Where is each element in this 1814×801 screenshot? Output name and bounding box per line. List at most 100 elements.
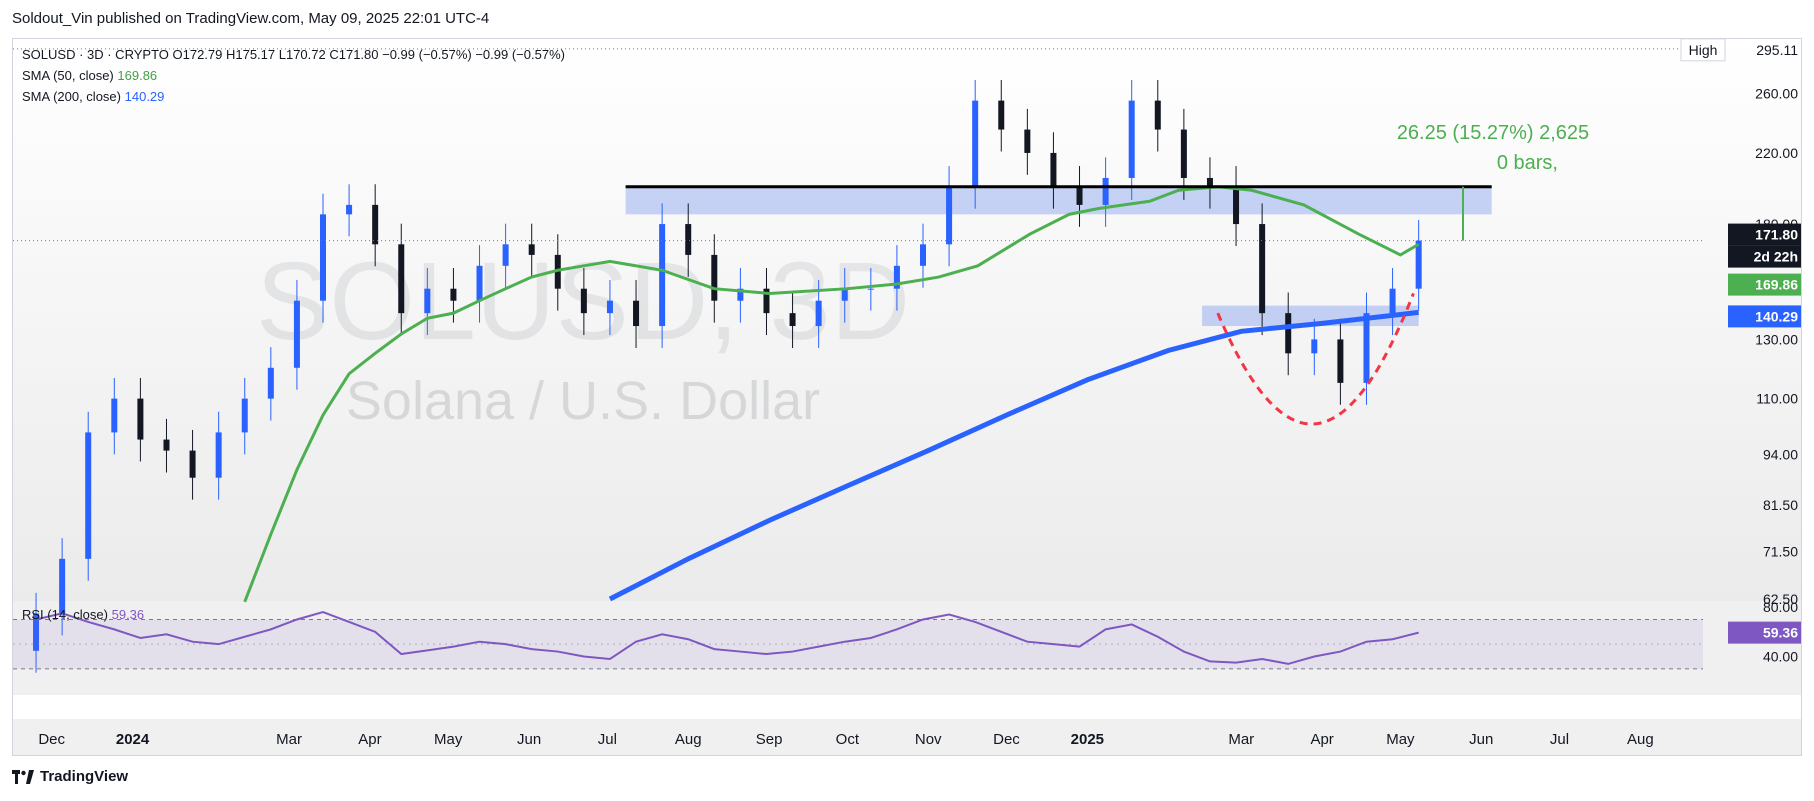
- candle-body: [1102, 177, 1109, 205]
- high-badge: [1680, 39, 1726, 62]
- candle-body: [1337, 339, 1344, 383]
- watermark-name: Solana / U.S. Dollar: [346, 371, 820, 431]
- time-tick: Mar: [276, 731, 302, 748]
- candle-body: [1233, 186, 1240, 225]
- candle-body: [972, 100, 979, 187]
- high-price-tick: 295.11: [1756, 42, 1798, 58]
- candle-body: [137, 398, 144, 440]
- candle-body: [189, 450, 196, 478]
- last-price-tag-bg: [1728, 223, 1801, 246]
- rsi-pane-background: [13, 601, 1801, 695]
- price-tick: 94.00: [1763, 446, 1798, 462]
- time-tick: Dec: [993, 731, 1020, 748]
- rsi-tick: 80.00: [1763, 599, 1798, 615]
- last-price-tag: 171.80: [1755, 227, 1798, 243]
- candle-body: [476, 265, 483, 301]
- candle-body: [920, 244, 926, 266]
- sma50-value: 169.86: [117, 68, 158, 83]
- rsi-tag-bg: [1728, 621, 1801, 644]
- time-axis-background: [13, 719, 1801, 755]
- sma50-tag: 169.86: [1755, 277, 1798, 293]
- candle-body: [163, 439, 170, 451]
- time-tick: Mar: [1228, 731, 1254, 748]
- price-tick: 62.50: [1763, 591, 1798, 607]
- candle-body: [1128, 100, 1135, 178]
- candle-body: [737, 288, 744, 301]
- candle-body: [85, 432, 92, 559]
- sma50-tag-bg: [1728, 273, 1801, 296]
- time-tick: May: [1386, 731, 1415, 748]
- candle-body: [815, 300, 822, 327]
- candle-body: [711, 254, 718, 301]
- candle-body: [528, 244, 535, 255]
- sma200-legend[interactable]: SMA (200, close) 140.29: [22, 86, 565, 107]
- candle-body: [1259, 224, 1266, 314]
- sma200-tag: 140.29: [1755, 308, 1798, 324]
- candle-body: [841, 288, 848, 301]
- candle-body: [59, 558, 66, 614]
- candle-body: [1415, 240, 1422, 289]
- chart-frame[interactable]: SOLUSD, 3D Solana / U.S. Dollar 26.25 (15.…: [12, 38, 1802, 756]
- countdown-tag: 2d 22h: [1754, 249, 1798, 265]
- candle-body: [398, 244, 405, 314]
- price-tick: 130.00: [1755, 331, 1798, 347]
- footer-brand[interactable]: TradingView: [12, 768, 128, 785]
- time-tick: Aug: [675, 731, 702, 748]
- cup-pattern-curve: [1216, 292, 1415, 426]
- candle-body: [633, 300, 640, 327]
- candle-body: [789, 313, 796, 327]
- candle-body: [424, 288, 431, 314]
- price-tick: 110.00: [1756, 391, 1798, 407]
- candle-body: [1180, 129, 1187, 178]
- time-tick: Apr: [1310, 731, 1333, 748]
- sma200-line: [608, 309, 1419, 602]
- time-tick: Jul: [1550, 731, 1569, 748]
- tradingview-logo-icon: [12, 769, 34, 784]
- candle-body: [1389, 288, 1396, 314]
- candle-body: [502, 244, 509, 266]
- candle-body: [1285, 313, 1292, 354]
- time-tick: 2025: [1071, 731, 1104, 748]
- rsi-label: RSI (14, close): [22, 607, 108, 622]
- candle-body: [893, 265, 900, 289]
- price-tick: 220.00: [1755, 145, 1798, 161]
- candle-body: [33, 613, 40, 651]
- publish-attribution: Soldout_Vin published on TradingView.com…: [12, 10, 490, 27]
- rsi-value: 59.36: [111, 607, 145, 622]
- candle-body: [1154, 100, 1161, 130]
- sma50-legend[interactable]: SMA (50, close) 169.86: [22, 65, 565, 86]
- sma200-tag-bg: [1728, 305, 1801, 328]
- candle-body: [293, 300, 300, 368]
- time-tick: Dec: [38, 731, 65, 748]
- ohlc-legend: SOLUSD · 3D · CRYPTO O172.79 H175.17 L17…: [22, 47, 565, 62]
- candle-body: [1311, 339, 1318, 354]
- candle-body: [372, 204, 379, 245]
- sma50-line: [243, 185, 1420, 603]
- price-pane-background: [13, 39, 1801, 599]
- sma200-value: 140.29: [124, 89, 165, 104]
- sma50-label: SMA (50, close): [22, 68, 114, 83]
- candle-body: [267, 367, 274, 399]
- high-label: High: [1689, 42, 1718, 58]
- price-tick: 260.00: [1755, 86, 1798, 102]
- rsi-band: [13, 619, 1703, 669]
- time-tick: Apr: [358, 731, 381, 748]
- time-tick: Jul: [598, 731, 617, 748]
- candle-body: [215, 432, 222, 478]
- candle-body: [580, 288, 587, 314]
- rsi-legend[interactable]: RSI (14, close) 59.36: [22, 607, 144, 622]
- candle-body: [1206, 177, 1213, 187]
- time-tick: Aug: [1627, 731, 1654, 748]
- candle-body: [867, 288, 874, 290]
- time-tick: Nov: [915, 731, 942, 748]
- time-tick: Jun: [517, 731, 541, 748]
- price-tick: 81.50: [1763, 497, 1798, 513]
- resistance-zone: [625, 186, 1492, 215]
- measure-bars-label: 0 bars,: [1497, 152, 1558, 174]
- time-tick: Jun: [1469, 731, 1493, 748]
- candle-body: [998, 100, 1005, 130]
- candle-body: [1024, 129, 1031, 153]
- time-tick: May: [434, 731, 463, 748]
- time-tick: Oct: [836, 731, 860, 748]
